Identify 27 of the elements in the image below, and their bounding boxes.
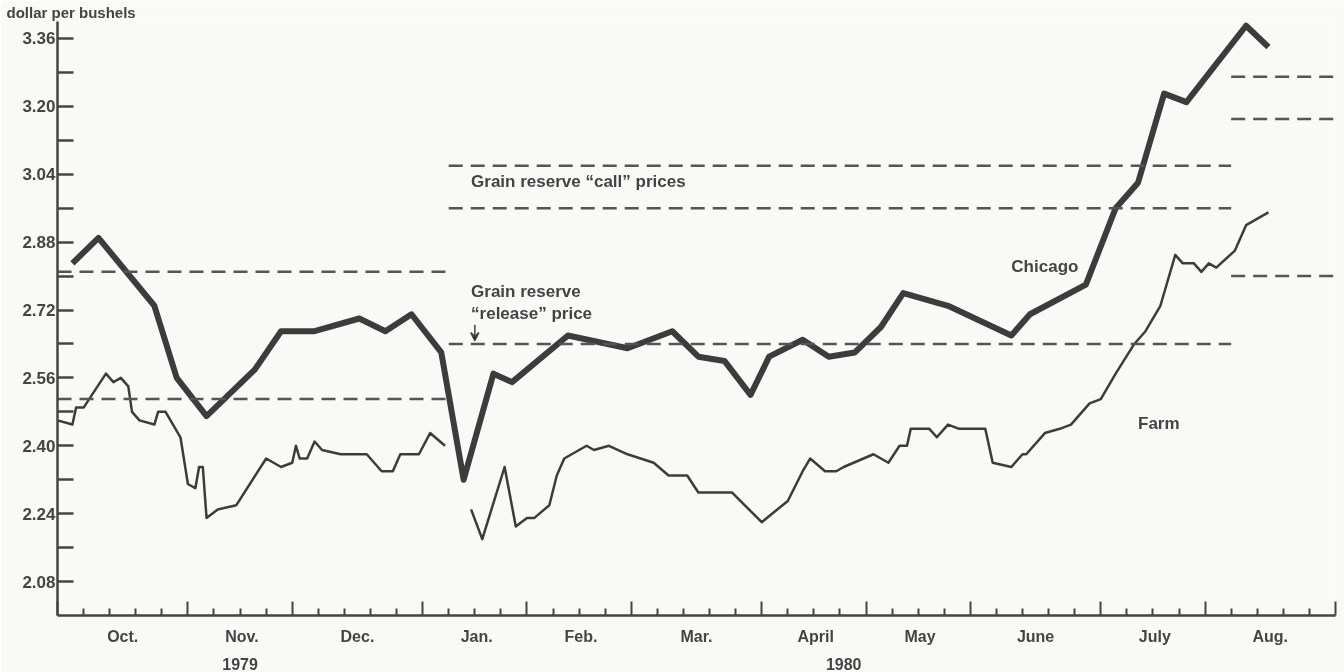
x-tick-label: May: [904, 627, 936, 645]
x-tick-label: April: [797, 627, 834, 645]
y-tick-label: 3.04: [22, 165, 57, 185]
y-tick-label: 2.72: [22, 301, 56, 321]
series-label: Chicago: [1011, 257, 1079, 277]
y-tick-label: 3.20: [22, 97, 56, 117]
text: Farm: [1138, 414, 1180, 434]
x-tick-label: Mar.: [680, 627, 713, 645]
x-tick-label: Oct.: [107, 627, 139, 645]
annotation: Grain reserve “call” prices: [471, 172, 686, 192]
text: 1980: [825, 655, 862, 672]
x-tick-label: Nov.: [225, 627, 259, 645]
y-tick-label: 2.56: [22, 368, 56, 388]
y-tick-label: 2.40: [22, 436, 56, 456]
text: 1979: [222, 655, 258, 672]
y-axis-title: dollar per bushels: [6, 3, 136, 21]
x-tick-label: Jan.: [460, 627, 493, 645]
y-tick-label: 2.24: [22, 504, 57, 524]
annotation: Grain reserve “release” price: [471, 281, 593, 323]
y-tick-label: 2.88: [22, 233, 56, 253]
x-tick-label: July: [1138, 627, 1171, 645]
x-tick-label: June: [1016, 627, 1055, 645]
x-tick-label: Aug.: [1252, 627, 1289, 645]
x-tick-label: Feb.: [564, 627, 598, 645]
y-tick-label: 2.08: [22, 572, 56, 592]
x-tick-label: Dec.: [340, 627, 375, 645]
y-tick-label: 3.36: [22, 29, 56, 49]
